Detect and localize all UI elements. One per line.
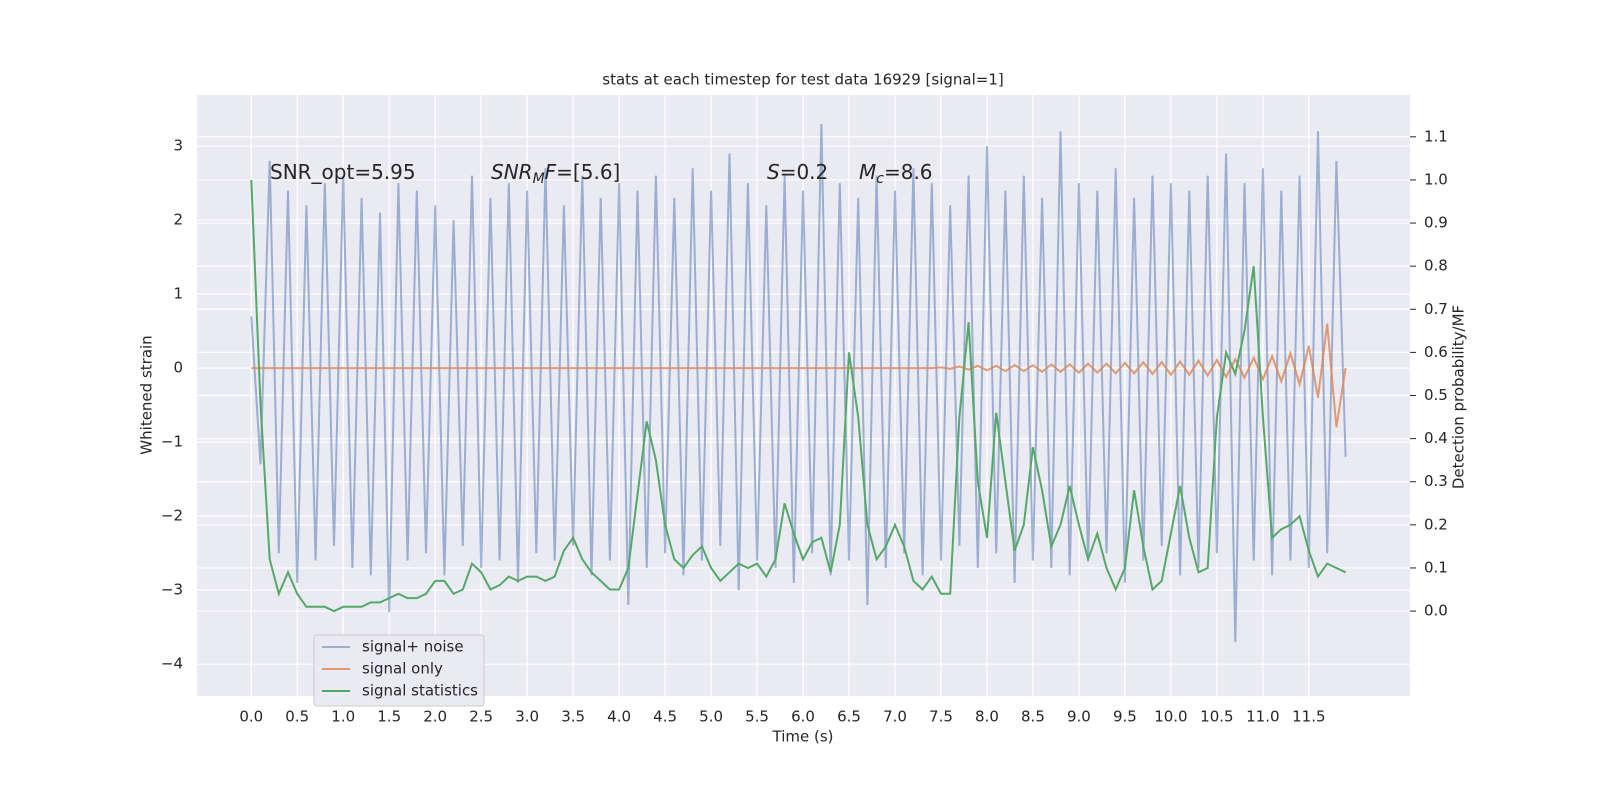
annotation-part: =8.6 — [884, 160, 933, 184]
y2-axis-label: Detection probability/MF — [1450, 305, 1468, 489]
y-tick-label: −3 — [161, 581, 183, 599]
x-tick-label: 8.5 — [1021, 708, 1045, 726]
series-line — [251, 323, 1347, 428]
y-axis-label: Whitened strain — [138, 335, 156, 454]
x-tick-label: 11.5 — [1292, 708, 1325, 726]
y2-tick-label: 0.8 — [1424, 257, 1448, 275]
y2-tick-label: 0.1 — [1424, 558, 1448, 576]
x-tick-label: 8.0 — [975, 708, 999, 726]
y2-tick-label: 0.9 — [1424, 214, 1448, 232]
y-tick-label: −4 — [161, 655, 183, 673]
x-tick-label: 9.5 — [1113, 708, 1137, 726]
x-tick-label: 2.0 — [423, 708, 447, 726]
x-tick-label: 10.0 — [1154, 708, 1187, 726]
legend: signal+ noise signal only signal statistic… — [313, 634, 485, 707]
annotation: S=0.2 — [767, 160, 828, 184]
annotation-part: SNR — [491, 160, 533, 184]
x-tick-label: 0.0 — [239, 708, 263, 726]
y-tick-label: 3 — [173, 137, 183, 155]
y-tick-label: 2 — [173, 211, 183, 229]
x-tick-label: 4.0 — [607, 708, 631, 726]
x-tick-label: 2.5 — [469, 708, 493, 726]
x-tick-label: 1.5 — [377, 708, 401, 726]
y-tick-label: 1 — [173, 285, 183, 303]
annotation-part: S — [767, 160, 780, 184]
chart-title: stats at each timestep for test data 169… — [602, 71, 1003, 89]
annotation-part: =[5.6] — [556, 160, 620, 184]
x-tick-label: 6.5 — [837, 708, 861, 726]
x-tick-label: 3.0 — [515, 708, 539, 726]
x-tick-label: 5.0 — [699, 708, 723, 726]
x-tick-label: 1.0 — [331, 708, 355, 726]
y-tick-label: −2 — [161, 507, 183, 525]
annotation-part: M — [859, 160, 876, 184]
y2-tick-label: 0.3 — [1424, 472, 1448, 490]
y2-tick-label: 0.4 — [1424, 429, 1448, 447]
x-tick-label: 9.0 — [1067, 708, 1091, 726]
annotation-part: =0.2 — [780, 160, 829, 184]
annotation-part: c — [876, 171, 884, 187]
y2-tick-label: 0.0 — [1424, 602, 1448, 620]
x-axis-label: Time (s) — [772, 728, 834, 746]
legend-label: signal only — [362, 660, 443, 678]
x-tick-label: 3.5 — [561, 708, 585, 726]
legend-box — [313, 634, 485, 707]
y2-tick-label: 1.1 — [1424, 127, 1448, 145]
y2-tick-label: 0.6 — [1424, 343, 1448, 361]
annotation-part: M — [533, 171, 545, 187]
x-tick-label: 10.5 — [1200, 708, 1233, 726]
legend-label: signal statistics — [362, 682, 478, 700]
y2-tick-label: 0.7 — [1424, 300, 1448, 318]
x-tick-label: 0.5 — [285, 708, 309, 726]
y-tick-label: −1 — [161, 433, 183, 451]
x-tick-label: 7.0 — [883, 708, 907, 726]
x-tick-label: 6.0 — [791, 708, 815, 726]
annotation: Mc=8.6 — [859, 160, 933, 188]
y2-tick-label: 1.0 — [1424, 170, 1448, 188]
x-tick-label: 7.5 — [929, 708, 953, 726]
annotation-part: SNR_opt=5.95 — [270, 160, 416, 184]
x-tick-label: 4.5 — [653, 708, 677, 726]
y2-tick-label: 0.5 — [1424, 386, 1448, 404]
x-tick-label: 5.5 — [745, 708, 769, 726]
y2-tick-label: 0.2 — [1424, 515, 1448, 533]
x-tick-label: 11.0 — [1246, 708, 1279, 726]
legend-label: signal+ noise — [362, 638, 464, 656]
y-tick-label: 0 — [173, 359, 183, 377]
annotation: SNR_opt=5.95 — [270, 160, 416, 184]
series-line — [250, 123, 1347, 643]
annotation: SNRMF=[5.6] — [491, 160, 620, 188]
series-line — [250, 179, 1347, 613]
annotation-part: F — [545, 160, 557, 184]
